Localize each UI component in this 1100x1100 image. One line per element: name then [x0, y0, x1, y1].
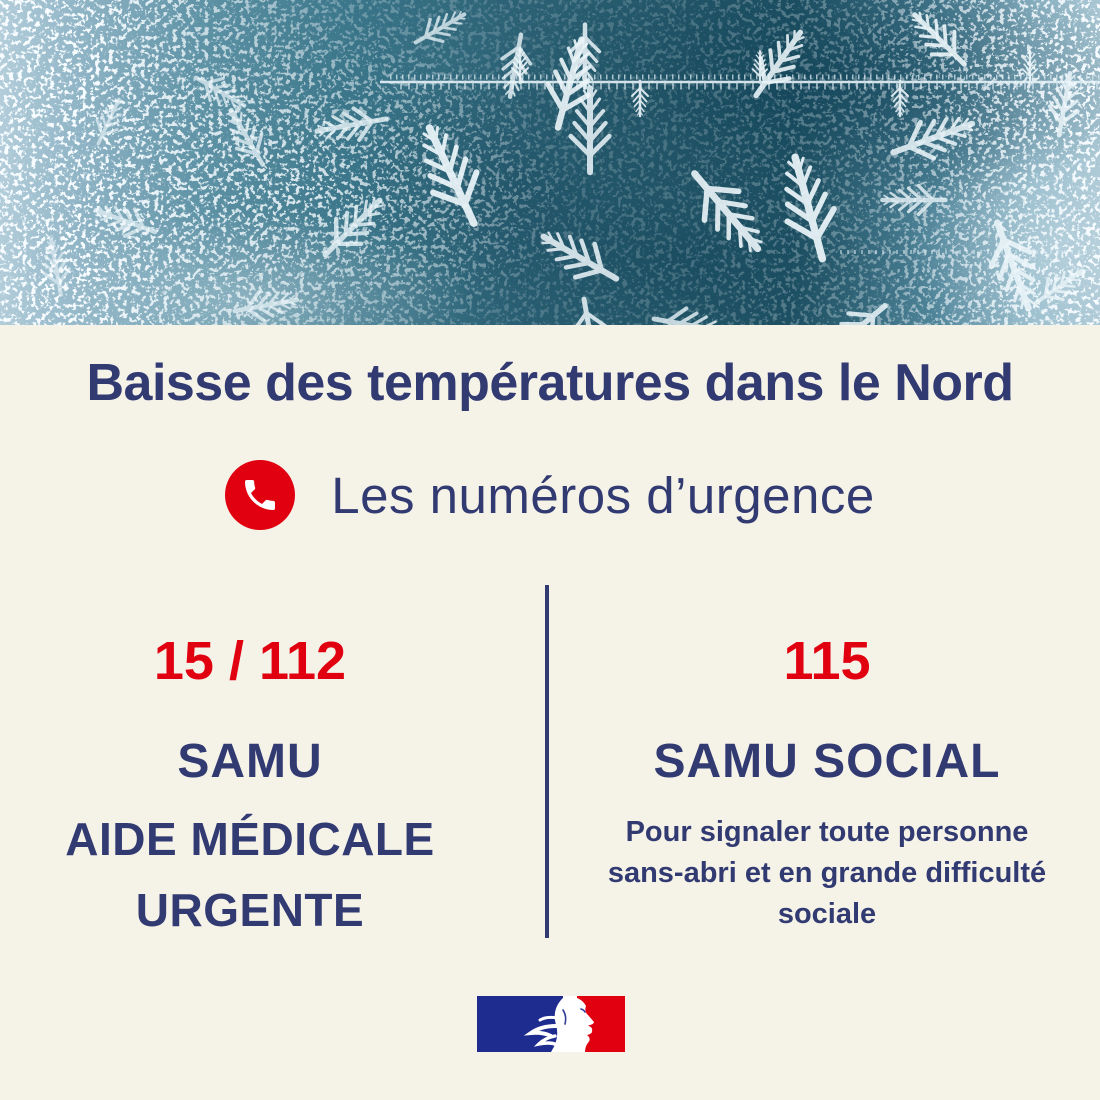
emergency-column-samu: 15 / 112 SAMU AIDE MÉDICALE URGENTE [0, 632, 500, 946]
subtitle-row: Les numéros d’urgence [0, 460, 1100, 530]
phone-icon [225, 460, 296, 530]
emergency-column-samu-social: 115 SAMU SOCIAL Pour signaler toute pers… [572, 632, 1082, 935]
emergency-number-samu: 15 / 112 [153, 631, 347, 691]
french-government-logo [477, 996, 625, 1052]
service-name-samu: SAMU [177, 735, 323, 788]
frost-texture-image [0, 0, 1100, 325]
service-description-samu: AIDE MÉDICALE URGENTE [65, 813, 435, 936]
emergency-number-samu-social: 115 [783, 631, 871, 691]
page-title: Baisse des températures dans le Nord [86, 354, 1014, 412]
service-description-samu-social: Pour signaler toute personne sans-abri e… [607, 816, 1047, 930]
subtitle-label: Les numéros d’urgence [331, 466, 875, 524]
service-name-samu-social: SAMU SOCIAL [653, 735, 1001, 788]
column-divider [545, 585, 549, 938]
